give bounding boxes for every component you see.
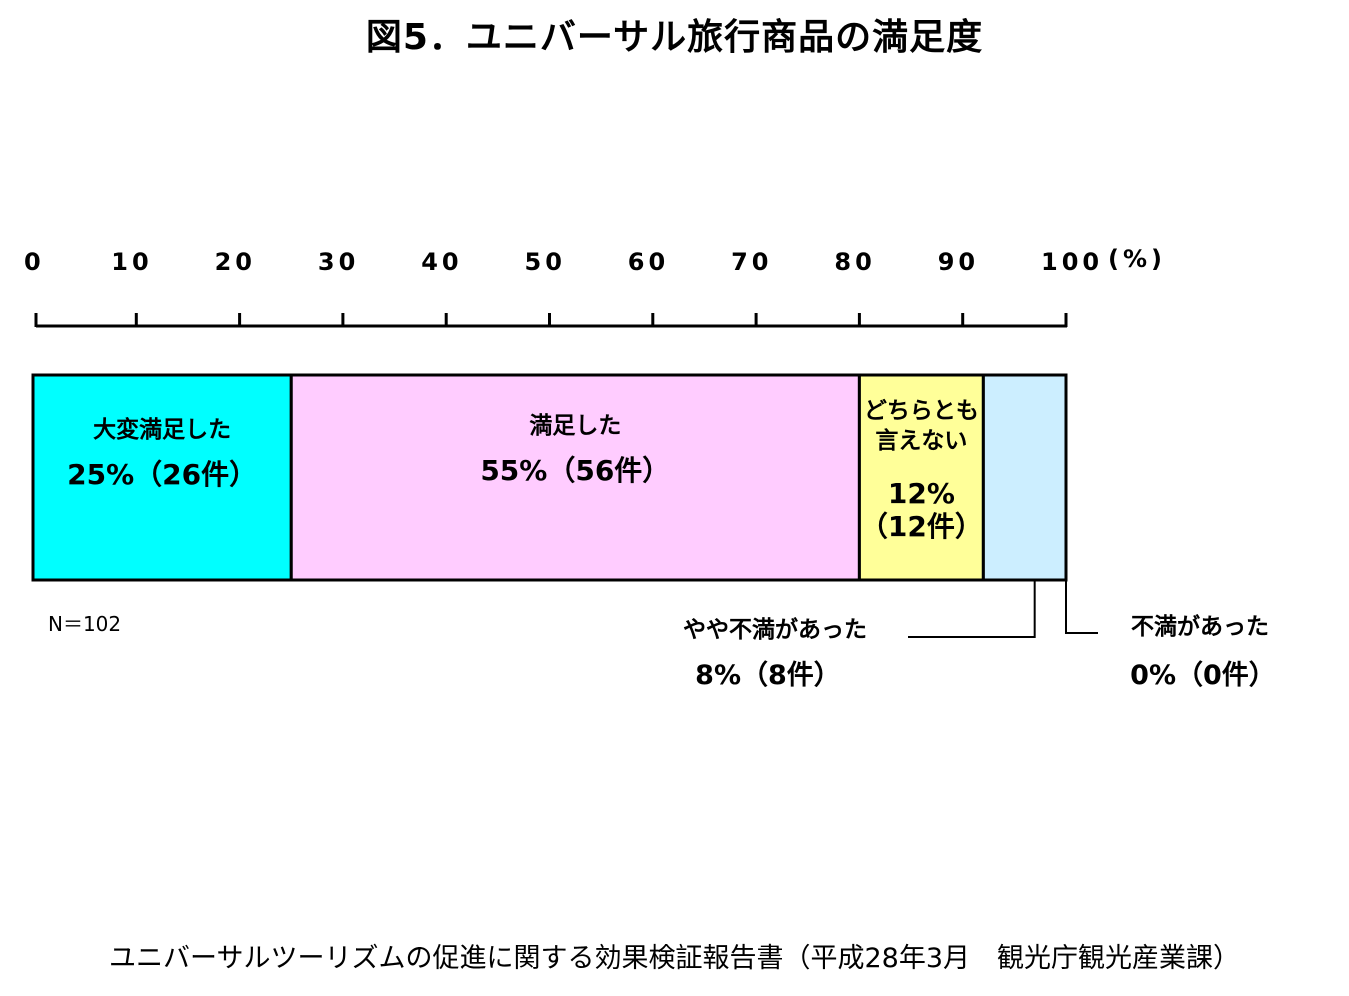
segment-value: 25%（26件）	[67, 458, 257, 491]
tick-label-40: 40	[421, 248, 462, 276]
bar-segment-4	[981, 373, 1068, 582]
callout-leader-line	[1065, 580, 1098, 634]
sample-size-note: N＝102	[48, 612, 121, 636]
segment-value-line: 12%	[888, 477, 955, 510]
stacked-bar	[31, 373, 1068, 582]
segment-value: 55%（56件）	[480, 454, 670, 487]
tick-label-10: 10	[111, 248, 152, 276]
tick-label-50: 50	[525, 248, 566, 276]
percent-axis: 0 10 20 30 40 50 60 70 80 90 100 (%)	[24, 245, 1166, 328]
bar-segment-3	[857, 373, 985, 582]
tick-label-20: 20	[215, 248, 256, 276]
segment-label-line: 言えない	[875, 427, 967, 454]
segment-label: 満足した	[529, 413, 621, 439]
callout-label: 不満があった	[1131, 613, 1269, 640]
segment-value-line: （12件）	[860, 510, 983, 543]
callout-value: 0%（0件）	[1130, 660, 1276, 691]
tick-label-80: 80	[834, 248, 875, 276]
tick-label-70: 70	[731, 248, 772, 276]
segment-label: 大変満足した	[93, 416, 231, 443]
tick-label-60: 60	[628, 248, 669, 276]
callout-value: 8%（8件）	[695, 660, 841, 691]
bar-segment-1	[31, 373, 293, 582]
segment-label-line: どちらとも	[864, 398, 979, 424]
callout-leader-line	[908, 580, 1036, 638]
tick-label-0: 0	[24, 248, 45, 276]
axis-unit-label: (%)	[1108, 245, 1166, 273]
stacked-bar-chart: 0 10 20 30 40 50 60 70 80 90 100 (%) 大変満足した 25%（26件）…	[24, 245, 1276, 691]
callout-label: やや不満があった	[683, 616, 867, 643]
tick-label-100: 100	[1041, 248, 1103, 276]
chart-title: 図5．ユニバーサル旅行商品の満足度	[365, 17, 984, 58]
tick-label-90: 90	[938, 248, 979, 276]
tick-label-30: 30	[318, 248, 359, 276]
source-citation: ユニバーサルツーリズムの促進に関する効果検証報告書（平成28年3月 観光庁観光産…	[109, 943, 1240, 974]
